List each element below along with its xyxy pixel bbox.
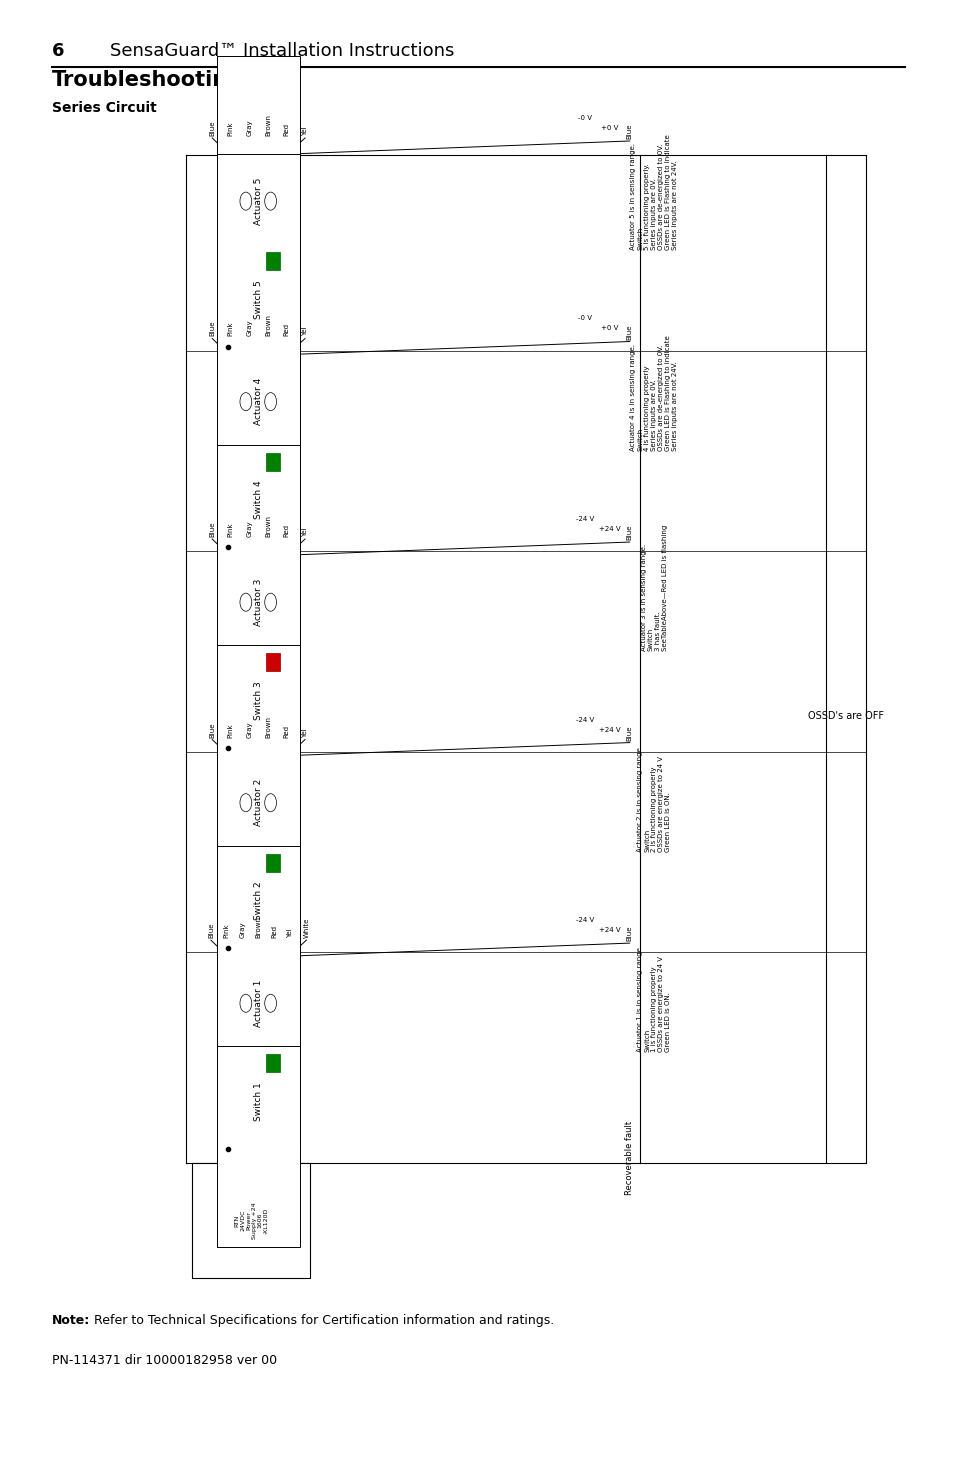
Text: Actuator 3: Actuator 3 — [253, 578, 262, 625]
Text: Gray: Gray — [246, 721, 253, 738]
Text: Yel: Yel — [302, 127, 308, 136]
Text: Red: Red — [283, 323, 289, 336]
Text: -24 V: -24 V — [576, 917, 594, 923]
Bar — [266, 453, 280, 471]
Text: -24 V: -24 V — [576, 516, 594, 522]
Ellipse shape — [240, 392, 252, 410]
Text: Series Circuit: Series Circuit — [52, 100, 156, 115]
Text: Blue: Blue — [626, 124, 632, 139]
Text: -24 V: -24 V — [576, 717, 594, 723]
Text: Troubleshooting: Troubleshooting — [52, 69, 243, 90]
Bar — [216, 956, 299, 1246]
Ellipse shape — [264, 994, 276, 1012]
Text: Blue: Blue — [626, 525, 632, 540]
Text: Gray: Gray — [239, 922, 246, 938]
Bar — [216, 457, 299, 748]
Text: Pink: Pink — [224, 923, 230, 938]
Text: Yel: Yel — [302, 528, 308, 537]
Text: RTN
24VDC
Power
Supply +24
1606
-XL120D: RTN 24VDC Power Supply +24 1606 -XL120D — [234, 1202, 268, 1239]
Ellipse shape — [264, 593, 276, 611]
Text: Blue: Blue — [626, 726, 632, 740]
Ellipse shape — [240, 794, 252, 811]
Text: SensaGuard™ Installation Instructions: SensaGuard™ Installation Instructions — [110, 41, 454, 60]
Text: Switch 2: Switch 2 — [253, 882, 262, 920]
Text: +0 V: +0 V — [600, 326, 618, 332]
Text: Red: Red — [283, 122, 289, 136]
Text: 6: 6 — [52, 41, 65, 60]
Text: Actuator 4 is in sensing range.
Switch
4 is functioning properly
Series inputs a: Actuator 4 is in sensing range. Switch 4… — [630, 335, 678, 451]
Text: Actuator 3 is in sensing range.
Switch
3 has fault.
SeeTableAbove—Red LED is fla: Actuator 3 is in sensing range. Switch 3… — [640, 525, 667, 652]
Text: Note:: Note: — [52, 1314, 91, 1328]
Text: +24 V: +24 V — [598, 727, 620, 733]
Text: Yel: Yel — [302, 729, 308, 738]
Bar — [216, 658, 299, 948]
Text: Pink: Pink — [228, 121, 233, 136]
Text: +24 V: +24 V — [598, 527, 620, 532]
Text: Blue: Blue — [209, 723, 215, 738]
Bar — [216, 555, 299, 845]
Text: Actuator 1 is in sensing range.
Switch
1 is functioning properly
OSSDs are energ: Actuator 1 is in sensing range. Switch 1… — [637, 945, 671, 1052]
Text: Actuator 1: Actuator 1 — [253, 979, 262, 1027]
Text: Gray: Gray — [246, 119, 253, 136]
Text: Switch 4: Switch 4 — [253, 481, 262, 519]
Ellipse shape — [264, 392, 276, 410]
Text: Recoverable fault: Recoverable fault — [624, 1121, 633, 1195]
Text: Brown: Brown — [265, 515, 271, 537]
Text: Actuator 5: Actuator 5 — [253, 177, 262, 224]
Text: White: White — [303, 917, 309, 938]
Ellipse shape — [264, 794, 276, 811]
Text: Yel: Yel — [287, 928, 294, 938]
Bar — [216, 858, 299, 1149]
Text: Blue: Blue — [209, 322, 215, 336]
Text: -0 V: -0 V — [578, 316, 592, 322]
Bar — [193, 1162, 310, 1277]
Bar — [216, 354, 299, 645]
Text: Brown: Brown — [265, 314, 271, 336]
Text: Gray: Gray — [246, 320, 253, 336]
Text: Blue: Blue — [209, 121, 215, 136]
Ellipse shape — [240, 994, 252, 1012]
Text: Actuator 2: Actuator 2 — [253, 779, 262, 826]
Text: Red: Red — [283, 524, 289, 537]
Text: Red: Red — [283, 724, 289, 738]
Text: Refer to Technical Specifications for Certification information and ratings.: Refer to Technical Specifications for Ce… — [90, 1314, 554, 1328]
Text: Pink: Pink — [228, 522, 233, 537]
Bar — [266, 1055, 280, 1072]
Text: -0 V: -0 V — [578, 115, 592, 121]
Text: Brown: Brown — [255, 916, 261, 938]
Text: Pink: Pink — [228, 322, 233, 336]
Bar — [216, 755, 299, 1046]
Bar — [266, 854, 280, 872]
Bar — [216, 153, 299, 445]
Text: Actuator 4: Actuator 4 — [253, 378, 262, 425]
Text: Actuator 5 is in sensing range.
Switch
5 is functioning properly.
Series inputs : Actuator 5 is in sensing range. Switch 5… — [630, 134, 678, 251]
Text: Switch 1: Switch 1 — [253, 1083, 262, 1121]
Text: Brown: Brown — [265, 715, 271, 738]
Bar — [266, 252, 280, 270]
Ellipse shape — [240, 192, 252, 209]
Text: Brown: Brown — [265, 114, 271, 136]
Ellipse shape — [240, 593, 252, 611]
Text: Pink: Pink — [228, 723, 233, 738]
Text: Blue: Blue — [626, 926, 632, 941]
Text: Blue: Blue — [208, 922, 213, 938]
Text: Gray: Gray — [246, 521, 253, 537]
Bar — [266, 653, 280, 671]
Text: Actuator 2 is in sensing range.
Switch
2 is functioning properly
OSSDs are energ: Actuator 2 is in sensing range. Switch 2… — [637, 745, 671, 853]
Ellipse shape — [264, 192, 276, 209]
Text: PN-114371 dir 10000182958 ver 00: PN-114371 dir 10000182958 ver 00 — [52, 1354, 276, 1367]
Text: Blue: Blue — [209, 522, 215, 537]
Bar — [216, 56, 299, 347]
Text: Switch 5: Switch 5 — [253, 280, 262, 319]
Text: +24 V: +24 V — [598, 928, 620, 934]
Text: Yel: Yel — [302, 327, 308, 336]
Text: Switch 3: Switch 3 — [253, 681, 262, 720]
Text: OSSD's are OFF: OSSD's are OFF — [807, 711, 882, 721]
Bar — [216, 257, 299, 547]
Text: +0 V: +0 V — [600, 125, 618, 131]
Text: Red: Red — [272, 925, 277, 938]
Text: Blue: Blue — [626, 324, 632, 339]
